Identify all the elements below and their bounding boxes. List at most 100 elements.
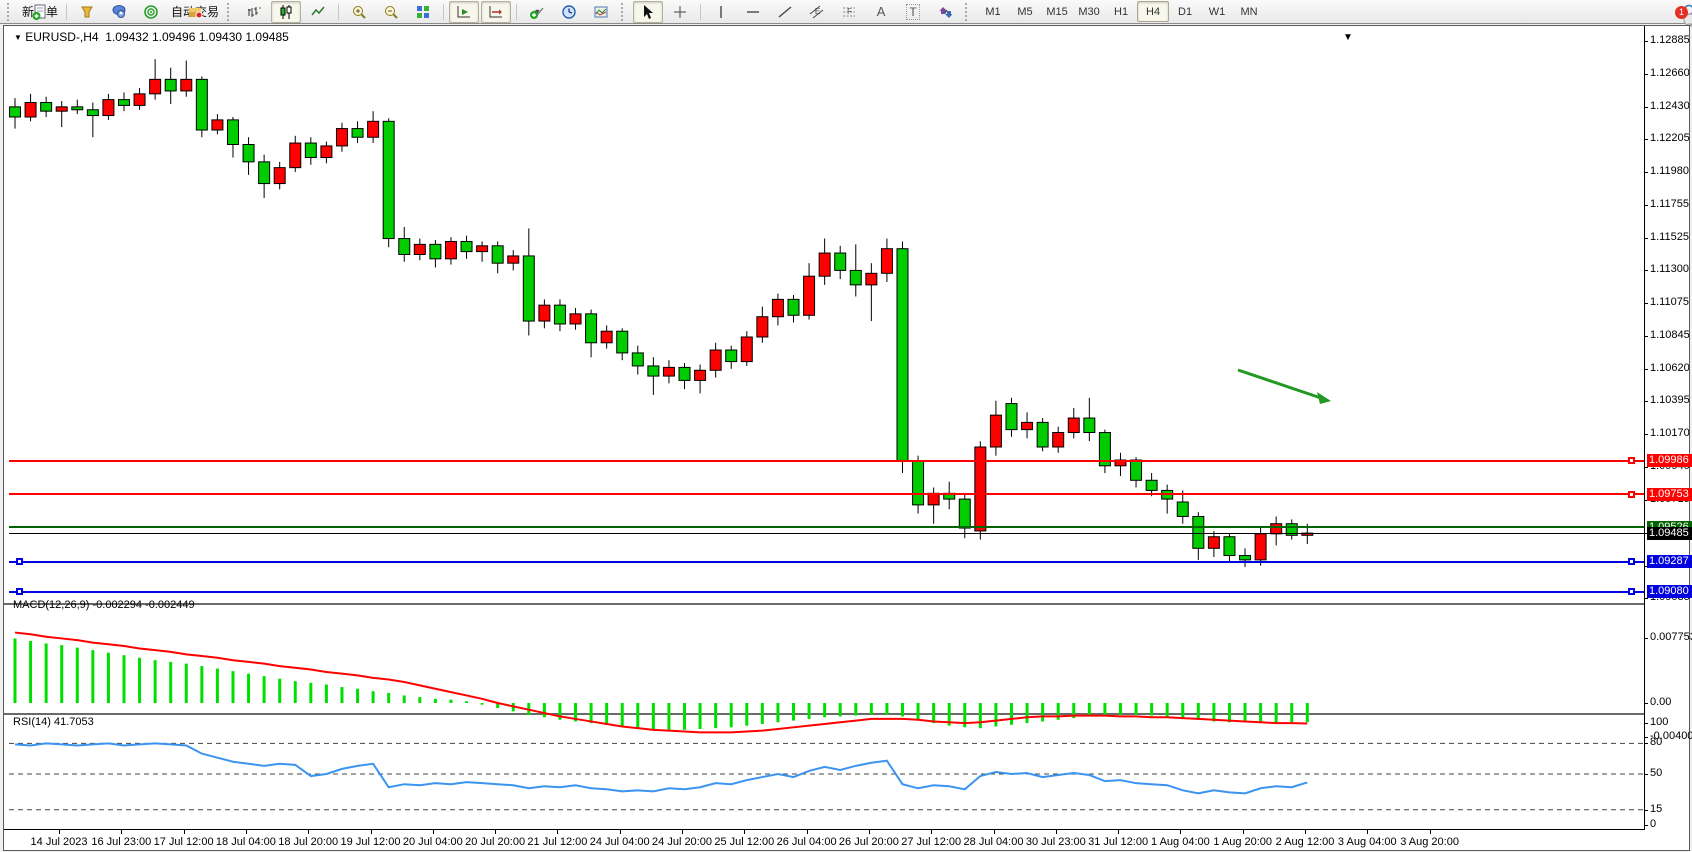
price-pane[interactable]: ▼ <box>9 28 1644 603</box>
trendline-button[interactable] <box>770 1 800 23</box>
level-line-1.09485[interactable] <box>9 532 1644 534</box>
time-tick-mark <box>1180 830 1182 834</box>
time-tick-mark <box>432 830 434 834</box>
level-anchor-icon[interactable] <box>1628 558 1635 566</box>
level-anchor-icon[interactable] <box>1628 457 1635 465</box>
time-tick-label: 30 Jul 23:00 <box>1025 836 1086 848</box>
price-tick-mark <box>1644 499 1648 501</box>
toolbar-drag-handle[interactable] <box>965 2 972 21</box>
price-tick-mark <box>1644 302 1648 304</box>
crosshair-button[interactable] <box>665 1 695 23</box>
data-window-button[interactable] <box>104 1 134 23</box>
indicators-button[interactable]: ▾ <box>522 1 552 23</box>
timeframe-MN[interactable]: MN <box>1240 5 1258 18</box>
tile-windows-icon <box>417 5 430 18</box>
auto-scroll-button[interactable] <box>449 0 480 23</box>
price-tick-label: 1.12430 <box>1650 99 1690 112</box>
time-tick-label: 1 Aug 20:00 <box>1213 836 1273 848</box>
timeframe-H4[interactable]: H4 <box>1137 1 1170 22</box>
main-toolbar: 新订单 自动交易 <box>0 0 1692 29</box>
bar-chart-icon <box>248 6 262 17</box>
level-anchor-icon[interactable] <box>16 558 23 566</box>
time-tick-mark <box>806 830 808 834</box>
text-tool-letter: A <box>876 4 886 19</box>
strategy-tester-button[interactable] <box>136 1 166 23</box>
level-anchor-icon[interactable] <box>16 588 23 596</box>
timeframe-D1[interactable]: D1 <box>1178 5 1193 18</box>
new-order-button[interactable]: 新订单 <box>19 1 61 23</box>
price-tick-label: 1.11525 <box>1650 230 1689 243</box>
timeframe-group: M1 M5 M15 M30 H1 H4 D1 W1 MN <box>977 1 1265 22</box>
fibonacci-button[interactable]: F <box>834 1 864 23</box>
timeframe-M30[interactable]: M30 <box>1078 5 1100 18</box>
macd-tick-mark <box>1644 637 1648 639</box>
zoom-out-button[interactable] <box>376 1 406 23</box>
equidistant-channel-button[interactable]: E <box>802 1 832 23</box>
time-tick-label: 19 Jul 12:00 <box>340 836 401 848</box>
symbol-ohlc-line[interactable]: ▼ EURUSD-,H4 1.09432 1.09496 1.09430 1.0… <box>14 30 289 44</box>
rsi-tick-label: 100 <box>1650 716 1669 728</box>
arrows-button[interactable]: ▾ <box>930 1 960 23</box>
macd-tick-label: -0.004007 <box>1650 729 1692 742</box>
time-tick-label: 20 Jul 04:00 <box>402 836 463 848</box>
level-line-1.09287[interactable] <box>9 560 1644 563</box>
price-tick-label: 1.10170 <box>1650 426 1690 439</box>
level-line-1.09526[interactable] <box>9 526 1644 529</box>
level-anchor-icon[interactable] <box>1628 588 1635 596</box>
annotation-arrow-head <box>1317 392 1331 404</box>
chart-shift-marker[interactable]: ▼ <box>1343 32 1353 43</box>
autotrade-button[interactable]: 自动交易 <box>168 1 222 23</box>
time-tick-label: 18 Jul 04:00 <box>215 836 276 848</box>
text-button[interactable]: A <box>866 1 896 23</box>
annotation-arrow[interactable] <box>1237 368 1322 400</box>
tile-windows-button[interactable] <box>408 1 438 23</box>
toolbar-drag-handle[interactable] <box>7 2 14 21</box>
collapse-arrow-icon[interactable]: ▼ <box>14 33 22 42</box>
timeframe-M15[interactable]: M15 <box>1046 5 1068 18</box>
candlestick-chart-icon <box>280 4 292 19</box>
timeframe-M1[interactable]: M1 <box>985 5 1001 18</box>
line-chart-button[interactable] <box>303 1 333 23</box>
price-label-1.09080: 1.09080 <box>1647 585 1692 599</box>
vertical-line-button[interactable] <box>706 1 736 23</box>
toolbar-drag-handle[interactable] <box>621 2 628 21</box>
cursor-button[interactable] <box>633 0 664 23</box>
price-tick-label: 1.11980 <box>1650 164 1689 177</box>
channel-letter: E <box>814 7 821 16</box>
timeframe-H1[interactable]: H1 <box>1114 5 1129 18</box>
zoom-in-button[interactable] <box>344 1 374 23</box>
time-tick-label: 20 Jul 20:00 <box>465 836 526 848</box>
auto-scroll-icon <box>457 5 471 17</box>
chart-shift-button[interactable] <box>481 0 512 23</box>
rsi-tick-label: 50 <box>1650 767 1663 779</box>
toolbar-drag-handle[interactable] <box>227 2 234 21</box>
timeframe-W1[interactable]: W1 <box>1208 5 1226 18</box>
arrows-icon <box>939 6 953 18</box>
time-tick-label: 18 Jul 20:00 <box>278 836 339 848</box>
level-anchor-icon[interactable] <box>1628 490 1635 498</box>
price-tick-mark <box>1644 171 1648 173</box>
pane-separator[interactable] <box>4 603 1644 605</box>
time-axis[interactable]: 14 Jul 2023 16 Jul 23:00 17 Jul 12:00 18 Ju… <box>4 830 1644 851</box>
time-tick-label: 28 Jul 04:00 <box>963 836 1024 848</box>
rsi-pane[interactable] <box>9 715 1644 829</box>
text-label-button[interactable]: T <box>898 1 928 23</box>
time-tick-mark <box>682 830 683 834</box>
timeframe-M5[interactable]: M5 <box>1017 5 1033 18</box>
notification-badge: 1 <box>1675 5 1688 19</box>
periods-button[interactable]: ▾ <box>554 1 584 23</box>
bar-chart-button[interactable] <box>239 1 269 23</box>
candlestick-chart-button[interactable] <box>271 0 302 23</box>
time-tick-label: 3 Aug 04:00 <box>1337 836 1397 848</box>
time-tick-label: 24 Jul 20:00 <box>652 836 712 848</box>
horizontal-line-button[interactable] <box>738 1 768 23</box>
templates-button[interactable]: ▾ <box>586 1 616 23</box>
chart-shift-icon <box>489 5 503 17</box>
time-tick-label: 24 Jul 04:00 <box>589 836 650 848</box>
level-line-1.09080[interactable] <box>9 590 1644 593</box>
market-watch-button[interactable] <box>72 1 102 23</box>
time-tick-label: 17 Jul 12:00 <box>153 836 214 848</box>
macd-pane[interactable] <box>9 605 1644 734</box>
level-line-1.09753[interactable] <box>9 493 1644 496</box>
level-line-1.09986[interactable] <box>9 459 1644 462</box>
